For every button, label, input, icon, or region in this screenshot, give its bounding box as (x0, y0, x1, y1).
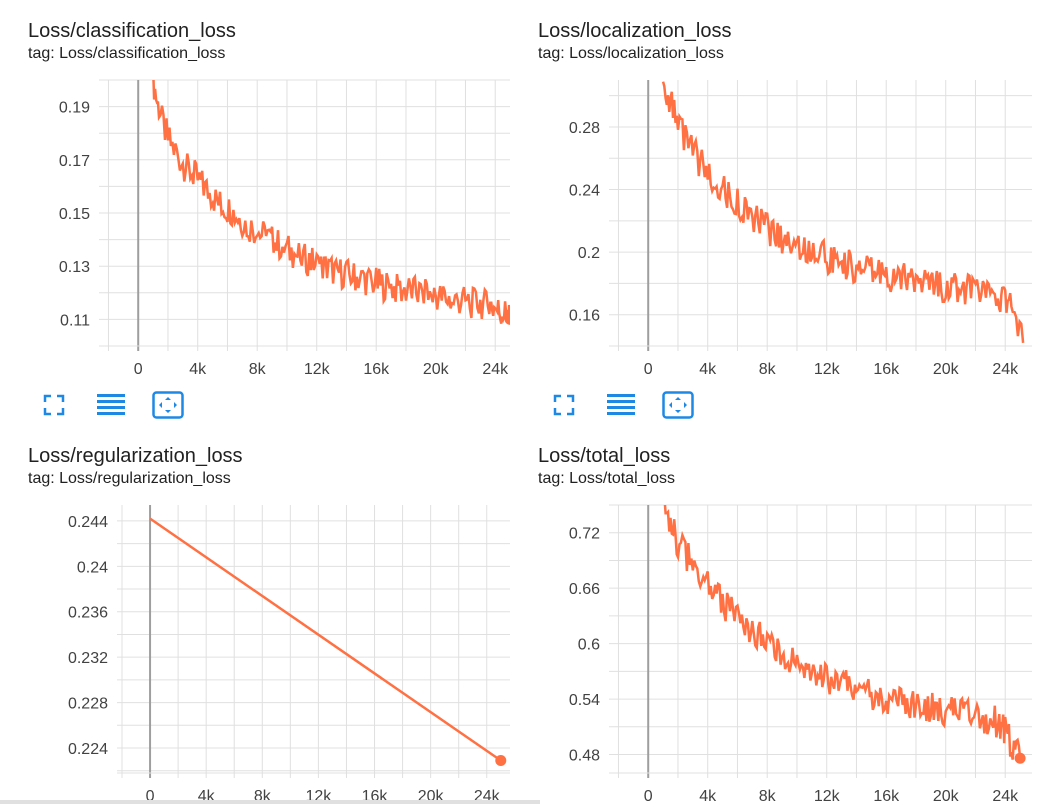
y-tick-label: 0.17 (59, 153, 90, 170)
chart-title: Loss/regularization_loss (28, 445, 243, 467)
x-tick-label: 24k (992, 788, 1019, 804)
chart-card-localization-loss: Loss/localization_loss tag: Loss/localiz… (510, 0, 1032, 425)
x-tick-label: 4k (699, 361, 717, 378)
chart-title: Loss/classification_loss (28, 20, 236, 42)
toggle-log-scale-button[interactable] (95, 390, 127, 420)
y-tick-label: 0.28 (569, 120, 600, 137)
toggle-log-scale-icon (97, 394, 125, 415)
x-tick-label: 12k (304, 361, 331, 378)
fit-domain-button[interactable] (662, 390, 694, 420)
x-tick-label: 16k (873, 788, 900, 804)
x-tick-label: 4k (699, 788, 717, 804)
x-tick-label: 4k (189, 361, 207, 378)
fit-domain-icon (662, 391, 694, 419)
chart-card-regularization-loss: Loss/regularization_loss tag: Loss/regul… (0, 425, 510, 804)
fullscreen-icon (553, 394, 575, 416)
fit-domain-button[interactable] (152, 390, 184, 420)
y-tick-label: 0.224 (68, 741, 108, 758)
last-value-point (1014, 752, 1026, 764)
series-line (663, 505, 1022, 760)
series-line (152, 80, 510, 324)
x-tick-label: 0 (644, 788, 653, 804)
y-tick-label: 0.19 (59, 100, 90, 117)
x-tick-label: 8k (759, 361, 777, 378)
y-tick-label: 0.13 (59, 259, 90, 276)
chart-card-total-loss: Loss/total_loss tag: Loss/total_loss 0 4k… (510, 425, 1032, 804)
y-tick-label: 0.72 (569, 526, 600, 543)
y-tick-label: 0.11 (60, 312, 90, 329)
fullscreen-button[interactable] (38, 390, 70, 420)
y-tick-label: 0.2 (578, 245, 600, 262)
y-tick-label: 0.24 (569, 183, 600, 200)
chart-card-classification-loss: Loss/classification_loss tag: Loss/class… (0, 0, 510, 425)
x-tick-label: 12k (814, 361, 841, 378)
toggle-log-scale-icon (607, 394, 635, 415)
last-value-point (495, 755, 507, 767)
series-line (149, 517, 502, 762)
x-tick-label: 0 (134, 361, 143, 378)
chart-plot-classification-loss[interactable]: 0 4k 8k 12k 16k 20k 24k 0.11 0.13 0.15 0.17 0.19 (0, 0, 510, 380)
y-tick-label: 0.6 (578, 637, 600, 654)
y-tick-label: 0.15 (59, 206, 90, 223)
x-tick-label: 8k (759, 788, 777, 804)
y-tick-label: 0.16 (569, 308, 600, 325)
fullscreen-icon (43, 394, 65, 416)
y-tick-label: 0.236 (68, 605, 108, 622)
series-line (661, 81, 1025, 344)
chart-title: Loss/localization_loss (538, 20, 732, 42)
chart-title: Loss/total_loss (538, 445, 671, 467)
chart-plot-regularization-loss[interactable]: 0 4k 8k 12k 16k 20k 24k0.2240.2280.2320.2360.2… (0, 425, 510, 804)
chart-plot-total-loss[interactable]: 0 4k 8k 12k 16k 20k 24k 0.48 0.54 0.6 0.66 0.72 (510, 425, 1040, 804)
x-tick-label: 8k (249, 361, 267, 378)
y-tick-label: 0.66 (569, 581, 600, 598)
x-tick-label: 24k (992, 361, 1019, 378)
x-tick-label: 20k (933, 788, 960, 804)
x-tick-label: 24k (482, 361, 509, 378)
y-tick-label: 0.244 (68, 514, 108, 531)
chart-tag: tag: Loss/regularization_loss (28, 470, 231, 487)
x-tick-label: 16k (363, 361, 390, 378)
scrollbar-track (0, 800, 540, 804)
x-tick-label: 12k (814, 788, 841, 804)
chart-tag: tag: Loss/total_loss (538, 470, 675, 487)
x-tick-label: 0 (146, 788, 155, 804)
y-tick-label: 0.54 (569, 692, 600, 709)
fullscreen-button[interactable] (548, 390, 580, 420)
y-tick-label: 0.24 (77, 559, 108, 576)
chart-tag: tag: Loss/classification_loss (28, 45, 226, 62)
y-tick-label: 0.48 (569, 748, 600, 765)
x-tick-label: 0 (644, 361, 653, 378)
y-tick-label: 0.232 (68, 650, 108, 667)
chart-toolbar (38, 390, 184, 420)
y-tick-label: 0.228 (68, 696, 108, 713)
fit-domain-icon (152, 391, 184, 419)
toggle-log-scale-button[interactable] (605, 390, 637, 420)
chart-toolbar (548, 390, 694, 420)
x-tick-label: 16k (873, 361, 900, 378)
x-tick-label: 20k (933, 361, 960, 378)
chart-plot-localization-loss[interactable]: 0 4k 8k 12k 16k 20k 24k 0.16 0.2 0.24 0.28 (510, 0, 1040, 380)
chart-tag: tag: Loss/localization_loss (538, 45, 724, 62)
x-tick-label: 20k (423, 361, 450, 378)
last-value-point (504, 313, 510, 325)
